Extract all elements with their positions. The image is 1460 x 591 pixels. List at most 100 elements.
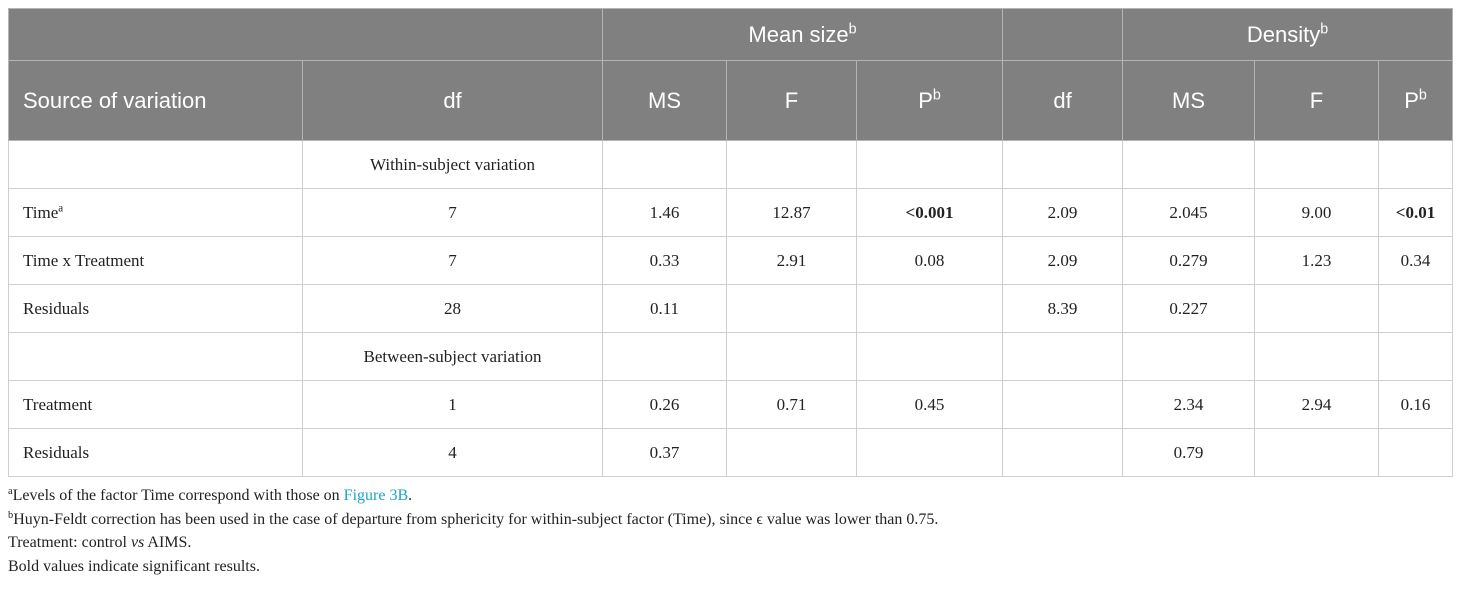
table-cell [726,284,857,333]
table-cell: 12.87 [726,188,857,237]
table-cell: 2.94 [1254,380,1380,429]
cell-text: Residuals [23,298,90,318]
table-cell [1254,284,1380,333]
cell-text: <0.01 [1395,202,1436,222]
table-row: Within-subject variation [8,140,1454,189]
cell-text: 2.09 [1047,202,1078,222]
cell-text: df [1053,87,1072,113]
table-cell: 0.34 [1378,236,1454,285]
table-cell [726,428,857,477]
cell-text: P [918,87,933,113]
table-cell: 2.91 [726,236,857,285]
cell-text: 4 [448,442,457,462]
cell-text: 0.79 [1173,442,1204,462]
table-cell [726,332,857,381]
table-cell [1378,332,1454,381]
column-header: Pb [1378,60,1454,141]
group-label: Mean size [748,21,849,47]
cell-text: 0.11 [649,298,680,318]
footnotes: aLevels of the factor Time correspond wi… [8,484,938,578]
superscript: a [58,201,64,214]
group-label: Density [1246,21,1321,47]
table-cell [8,140,303,189]
cell-text: 2.09 [1047,250,1078,270]
cell-text: 12.87 [772,202,811,222]
footnote-text: Bold values indicate significant results… [8,557,260,575]
table-cell [602,332,727,381]
column-header: df [1002,60,1124,141]
table-cell [1378,284,1454,333]
superscript: b [1320,20,1329,37]
footnote: aLevels of the factor Time correspond wi… [8,484,938,508]
table-cell [855,332,1004,381]
table-cell [602,140,727,189]
footnote-text: Levels of the factor Time correspond wit… [12,487,344,504]
cell-text: 0.16 [1400,394,1431,414]
footnote-text: a [8,485,13,497]
table-cell: Between-subject variation [302,332,603,381]
column-header: F [726,60,857,141]
table-cell: 4 [302,428,603,477]
table-cell [1002,332,1124,381]
column-header: df [302,60,603,141]
table-cell: 1.23 [1254,236,1380,285]
group-header: Densityb [1122,8,1454,61]
table-cell [1378,140,1454,189]
table-row: Timea 7 1.46 12.87 <0.001 2.09 2.045 9.00 <0.01 [8,188,1454,237]
cell-text: Time x Treatment [23,250,145,270]
footnote: Bold values indicate significant results… [8,555,938,579]
table-row: Residuals 4 0.37 0.79 [8,428,1454,477]
cell-text: 0.37 [649,442,680,462]
cell-text: 1 [448,394,457,414]
table-cell: 28 [302,284,603,333]
header-row: Mean size b Densityb [8,8,1454,61]
table-cell: Within-subject variation [302,140,603,189]
cell-text: MS [648,87,681,113]
cell-text: 7 [448,202,457,222]
cell-text: P [1404,87,1419,113]
footnote-text: b [8,509,14,521]
cell-text: 2.045 [1169,202,1208,222]
cell-text: Between-subject variation [363,346,542,366]
table-cell [1002,428,1124,477]
table-cell: Residuals [8,428,303,477]
cell-text: 2.34 [1173,394,1204,414]
cell-text: df [443,87,462,113]
cell-text: Treatment [23,394,93,414]
table-cell: 0.08 [855,236,1004,285]
table-cell: 0.279 [1122,236,1256,285]
table-cell: 0.71 [726,380,857,429]
figure-link[interactable]: Figure 3B [343,487,409,504]
table-cell [1254,332,1380,381]
table-cell: 0.79 [1122,428,1256,477]
table-cell: 0.26 [602,380,727,429]
header-row: Source of variation df MS F Pb df MS F Pb [8,60,1454,141]
table-cell [855,428,1004,477]
cell-text: 28 [444,298,461,318]
table-row: Treatment 1 0.26 0.71 0.45 2.34 2.94 0.16 [8,380,1454,429]
table-cell: Time x Treatment [8,236,303,285]
column-header: F [1254,60,1380,141]
table-cell: Residuals [8,284,303,333]
cell-text: 0.08 [914,250,945,270]
column-header: Source of variation [8,60,303,141]
cell-text: 2.91 [776,250,807,270]
table-cell: 0.45 [855,380,1004,429]
table-cell: 0.16 [1378,380,1454,429]
table-header: Mean size b Densityb Source of variation d… [8,8,1454,141]
cell-text: 7 [448,250,457,270]
table-cell: 7 [302,236,603,285]
table-cell: 2.09 [1002,236,1124,285]
cell-text: Within-subject variation [369,154,536,174]
footnote: Treatment: control vs AIMS. [8,531,938,555]
cell-text: F [784,87,799,113]
table-cell: <0.001 [855,188,1004,237]
table-cell [726,140,857,189]
cell-text: MS [1172,87,1206,113]
cell-text: Residuals [23,442,90,462]
column-header: MS [1122,60,1256,141]
footnote-text: AIMS. [144,534,192,551]
header-cell [1002,8,1124,61]
table-cell: 0.11 [602,284,727,333]
